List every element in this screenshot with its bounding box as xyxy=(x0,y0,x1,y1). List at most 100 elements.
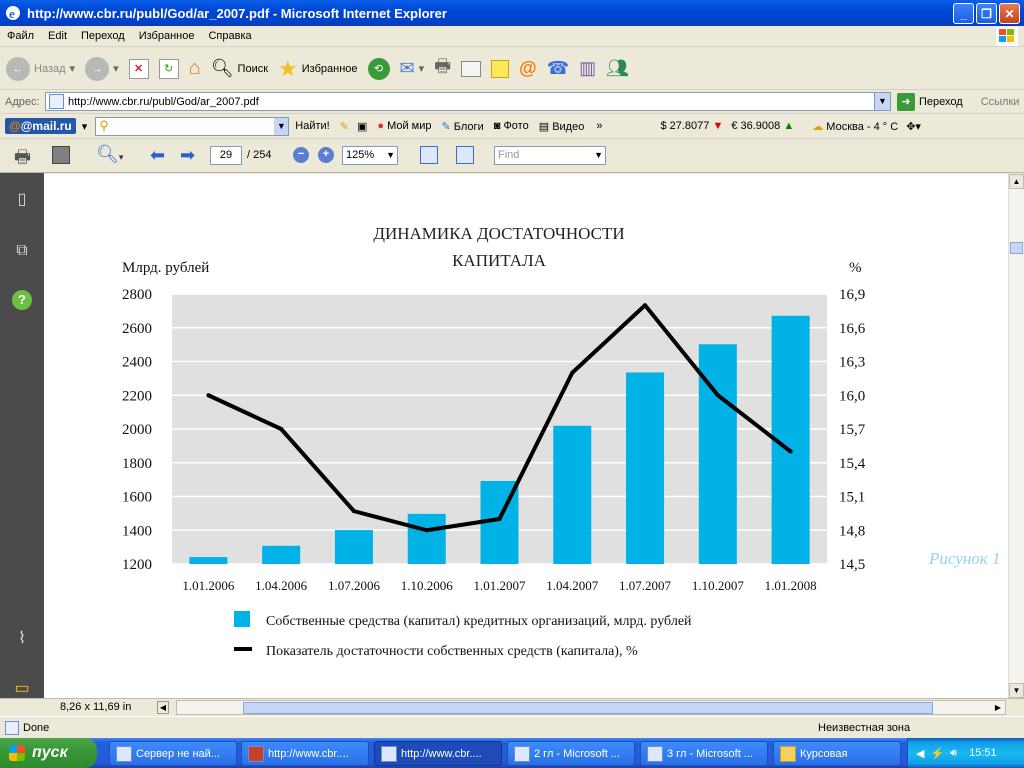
folder-task-icon xyxy=(780,746,796,762)
start-button[interactable]: пуск xyxy=(0,738,97,768)
fit-width-icon[interactable] xyxy=(420,146,438,164)
prev-page-icon[interactable]: ⬅ xyxy=(150,145,166,165)
blogs-link[interactable]: ✎ Блоги xyxy=(441,120,484,133)
links-label[interactable]: Ссылки xyxy=(980,96,1020,108)
y2-tick-label: 14,8 xyxy=(839,523,865,539)
find-button[interactable]: Найти! xyxy=(295,120,330,132)
history-button[interactable]: ⟲ xyxy=(367,57,390,80)
refresh-button[interactable]: ↻ xyxy=(158,58,179,79)
page-size-arrow-icon[interactable]: ◀ xyxy=(157,701,169,714)
page-total: / 254 xyxy=(247,149,272,161)
video-link[interactable]: ▤ Видео xyxy=(538,120,585,133)
scroll-thumb[interactable] xyxy=(1010,242,1023,254)
favorites-button[interactable]: ★ Избранное xyxy=(278,55,358,81)
research-button[interactable]: ▥ xyxy=(579,58,596,79)
menu-help[interactable]: Справка xyxy=(208,30,252,42)
back-button[interactable]: ← Назад ▾ xyxy=(6,56,75,81)
menu-file[interactable]: Файл xyxy=(7,30,35,42)
window-title: http://www.cbr.ru/publ/God/ar_2007.pdf -… xyxy=(27,5,447,21)
fit-page-icon[interactable] xyxy=(456,146,474,164)
print-button[interactable]: 🖶 xyxy=(434,54,451,84)
more-chevron-icon[interactable]: » xyxy=(596,120,603,132)
y2-tick-label: 15,4 xyxy=(839,456,866,472)
search-doc-icon[interactable]: 🔍︎▾ xyxy=(96,144,124,164)
figure-watermark: Рисунок 1 xyxy=(928,549,1001,568)
stop-button[interactable]: ✕ xyxy=(128,58,149,79)
go-button[interactable]: ➜ Переход Ссылки xyxy=(897,93,1019,111)
maximize-button[interactable]: ❐ xyxy=(976,3,997,24)
capital-bar xyxy=(407,513,446,564)
zoom-in-icon[interactable]: + xyxy=(318,147,334,163)
system-tray: ◀ ⚡ 🔊︎ 15:51 xyxy=(907,738,1024,768)
task-folder[interactable]: Курсовая xyxy=(773,741,901,766)
weather-widget[interactable]: ☁ Москва - 4 ° С xyxy=(812,120,899,133)
task-cbr-2[interactable]: http://www.cbr.... xyxy=(374,741,502,766)
scroll-up-button[interactable]: ▲ xyxy=(1009,174,1024,189)
address-input[interactable]: http://www.cbr.ru/publ/God/ar_2007.pdf ▼ xyxy=(45,92,891,111)
adequacy-point xyxy=(424,528,429,533)
messenger-button[interactable]: ☎ xyxy=(547,58,569,79)
capital-bar xyxy=(626,372,665,564)
comments-icon[interactable]: ▭ xyxy=(14,680,30,697)
next-page-icon[interactable]: ➡ xyxy=(180,145,196,165)
help-icon[interactable]: ? xyxy=(12,290,32,310)
mailru-button[interactable]: @ xyxy=(519,58,537,79)
adequacy-point xyxy=(279,427,284,431)
task-word-2[interactable]: 2 гл - Microsoft ... xyxy=(507,741,635,766)
search-button[interactable]: 🔍︎ Поиск xyxy=(210,58,269,78)
mailru-search-input[interactable]: ⚲ ▼ xyxy=(95,116,290,136)
home-button[interactable]: ⌂ xyxy=(189,57,201,80)
task-cbr-1[interactable]: http://www.cbr.... xyxy=(241,741,369,766)
home-icon: ⌂ xyxy=(188,57,201,79)
edit-button[interactable] xyxy=(461,60,482,77)
close-button[interactable]: ✕ xyxy=(999,3,1020,24)
forward-button[interactable]: → ▾ xyxy=(85,56,119,81)
search-icon: ⚲ xyxy=(99,117,109,133)
word-task-icon xyxy=(514,746,530,762)
print-icon[interactable]: 🖶 xyxy=(14,147,31,167)
my-world-link[interactable]: ● Мой мир xyxy=(377,120,432,132)
minimize-button[interactable]: _ xyxy=(953,3,974,24)
horizontal-scrollbar[interactable]: ▶ xyxy=(176,700,1006,715)
note-button[interactable] xyxy=(491,59,510,78)
h-scroll-thumb[interactable] xyxy=(243,702,933,714)
capital-bar xyxy=(189,557,228,564)
mailru-logo[interactable]: @@mail.ru xyxy=(5,118,76,134)
binoculars-icon[interactable]: ⧉ xyxy=(16,242,28,259)
scroll-down-button[interactable]: ▼ xyxy=(1009,683,1024,698)
history-icon: ⟲ xyxy=(367,57,390,80)
y-tick-label: 2800 xyxy=(122,287,152,303)
menu-go[interactable]: Переход xyxy=(81,30,125,42)
screen-icon[interactable]: ▣ xyxy=(356,120,368,133)
task-word-3[interactable]: 3 гл - Microsoft ... xyxy=(640,741,768,766)
tray-arrow-icon[interactable]: ◀ xyxy=(916,747,925,760)
save-icon[interactable] xyxy=(52,146,70,164)
menu-favorites[interactable]: Избранное xyxy=(138,30,195,42)
y-tick-label: 1400 xyxy=(122,523,152,539)
pages-icon[interactable]: ▯ xyxy=(17,191,27,208)
capital-bar xyxy=(334,530,373,564)
search-dropdown-icon[interactable]: ▼ xyxy=(274,117,289,135)
video-icon: ▤ xyxy=(538,120,550,133)
attachment-icon[interactable]: ⌇ xyxy=(18,630,26,647)
menu-edit[interactable]: Edit xyxy=(48,30,68,42)
address-dropdown-icon[interactable]: ▼ xyxy=(874,93,890,110)
h-scroll-right-button[interactable]: ▶ xyxy=(994,703,1002,712)
page-number-input[interactable]: 29 xyxy=(210,146,242,165)
mailru-menu-icon[interactable]: ▾ xyxy=(81,120,88,133)
network-icon[interactable]: ⚡ xyxy=(930,747,945,760)
contacts-button[interactable]: 👥︎ xyxy=(606,58,629,79)
find-input[interactable]: Find ▼ xyxy=(494,146,606,165)
windows-flag-icon xyxy=(996,27,1018,46)
vertical-scrollbar[interactable]: ▲ ▼ xyxy=(1008,174,1024,698)
pdf-document-view: ДИНАМИКА ДОСТАТОЧНОСТИ КАПИТАЛА Млрд. ру… xyxy=(44,174,1008,698)
task-server[interactable]: Сервер не най... xyxy=(109,741,237,766)
highlight-icon[interactable]: ✎ xyxy=(339,120,349,133)
mailru-settings-icon[interactable]: ✥▾ xyxy=(906,120,921,133)
zoom-out-icon[interactable]: − xyxy=(293,147,309,163)
photo-link[interactable]: ◙ Фото xyxy=(493,120,529,132)
mail-button[interactable]: ✉ ▾ xyxy=(399,58,425,78)
zoom-select[interactable]: 125% ▼ xyxy=(342,146,398,165)
capital-adequacy-chart: ДИНАМИКА ДОСТАТОЧНОСТИ КАПИТАЛА Млрд. ру… xyxy=(122,224,1001,659)
volume-icon[interactable]: 🔊︎ xyxy=(950,746,958,759)
